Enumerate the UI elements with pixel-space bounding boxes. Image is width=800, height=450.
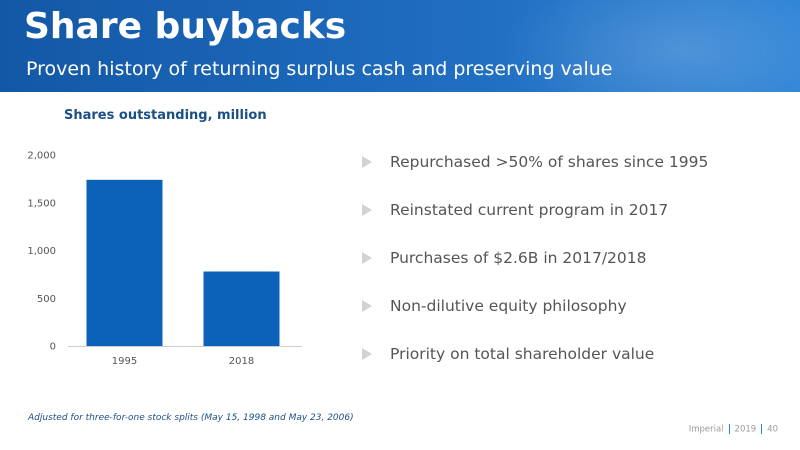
y-tick-label: 1,000: [27, 246, 56, 257]
bullet-item: Priority on total shareholder value: [360, 342, 708, 366]
footer-year: 2019: [734, 424, 757, 435]
footer-divider: [761, 424, 763, 434]
y-tick-label: 2,000: [27, 151, 56, 162]
x-axis-ticks: 1995 2018: [112, 356, 254, 367]
bullet-text: Reinstated current program in 2017: [390, 201, 669, 219]
slide-header: Share buybacks Proven history of returni…: [0, 0, 800, 92]
bullet-item: Reinstated current program in 2017: [360, 198, 708, 222]
shares-bar-chart: 0 500 1,000 1,500 2,000 1995 2018: [27, 151, 302, 367]
bullet-item: Repurchased >50% of shares since 1995: [360, 150, 708, 174]
chart-title: Shares outstanding, million: [64, 108, 267, 123]
slide-subtitle: Proven history of returning surplus cash…: [26, 58, 613, 80]
footnote: Adjusted for three-for-one stock splits …: [28, 413, 354, 423]
x-tick-label: 2018: [229, 356, 254, 367]
triangle-right-icon: [362, 300, 372, 312]
x-tick-label: 1995: [112, 356, 137, 367]
y-axis-ticks: 0 500 1,000 1,500 2,000: [27, 151, 56, 353]
header-sheen: [500, 0, 800, 92]
slide-footer: Imperial 2019 40: [689, 424, 778, 435]
bar-1995: [86, 179, 163, 346]
bars: [86, 179, 280, 346]
bullet-text: Repurchased >50% of shares since 1995: [390, 153, 709, 171]
y-tick-label: 500: [37, 294, 56, 305]
bullet-text: Priority on total shareholder value: [390, 345, 655, 363]
footer-company: Imperial: [688, 424, 724, 435]
triangle-right-icon: [362, 252, 372, 264]
y-tick-label: 0: [50, 342, 56, 353]
bullet-text: Non-dilutive equity philosophy: [390, 297, 627, 315]
bullet-text: Purchases of $2.6B in 2017/2018: [390, 249, 647, 267]
y-tick-label: 1,500: [27, 198, 56, 209]
footer-divider: [728, 424, 730, 434]
triangle-right-icon: [362, 204, 372, 216]
triangle-right-icon: [362, 348, 372, 360]
slide-title: Share buybacks: [24, 6, 347, 47]
bullet-item: Purchases of $2.6B in 2017/2018: [360, 246, 708, 270]
bullet-item: Non-dilutive equity philosophy: [360, 294, 708, 318]
triangle-right-icon: [362, 156, 372, 168]
bar-2018: [203, 271, 280, 346]
footer-page: 40: [767, 424, 778, 435]
bullet-list: Repurchased >50% of shares since 1995 Re…: [360, 150, 708, 390]
